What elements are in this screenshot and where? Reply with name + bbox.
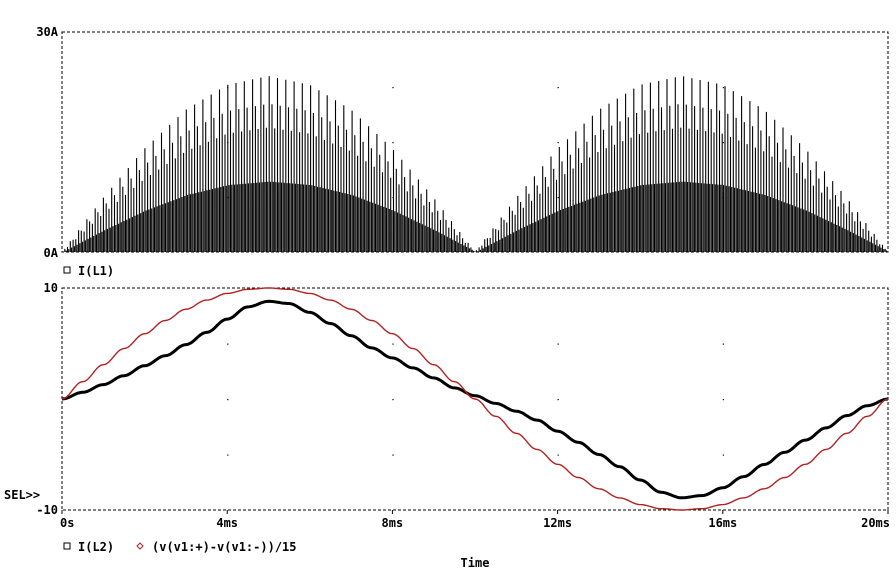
top-plot-frame — [61, 31, 889, 253]
x-tick-label: 16ms — [708, 516, 737, 530]
bottom-plot-panel[interactable]: 10 -10 SEL>> 0s 4ms 8ms 12ms 16ms 20ms I(L2) … — [4, 281, 890, 570]
grid-dot — [722, 343, 724, 345]
bottom-grid-dots — [227, 343, 724, 456]
grid-dot — [227, 343, 229, 345]
grid-dot — [557, 87, 559, 89]
top-legend[interactable]: I(L1) — [63, 264, 114, 278]
grid-dot — [557, 454, 559, 456]
top-ytick-max-label: 30A — [36, 25, 58, 39]
x-axis-ticks: 0s 4ms 8ms 12ms 16ms 20ms — [60, 510, 890, 530]
grid-dot — [722, 87, 724, 89]
series-i-l2-line — [61, 299, 889, 500]
grid-dot — [392, 343, 394, 345]
x-tick-label: 8ms — [382, 516, 404, 530]
top-grid-dots — [227, 87, 724, 199]
grid-dot — [557, 399, 559, 401]
bottom-ytick-max-label: 10 — [44, 281, 58, 295]
square-marker-icon — [63, 542, 71, 550]
x-tick-label: 0s — [60, 516, 74, 530]
selected-plot-marker[interactable]: SEL>> — [4, 488, 40, 502]
grid-dot — [557, 343, 559, 345]
top-ytick-min-label: 0A — [44, 246, 59, 260]
diamond-marker-icon — [136, 542, 144, 550]
x-axis-label: Time — [461, 556, 490, 570]
x-tick-label: 20ms — [861, 516, 890, 530]
grid-dot — [227, 454, 229, 456]
bottom-ytick-min-label: -10 — [36, 503, 58, 517]
grid-dot — [722, 142, 724, 144]
bottom-legend-series2-label[interactable]: (v(v1:+)-v(v1:-))/15 — [152, 540, 297, 554]
grid-dot — [722, 399, 724, 401]
top-plot-panel[interactable]: 30A 0A I(L1) — [36, 25, 889, 278]
grid-dot — [392, 87, 394, 89]
top-series-group — [64, 76, 888, 252]
series-v1-scaled-line — [61, 287, 889, 511]
bottom-legend[interactable]: I(L2) (v(v1:+)-v(v1:-))/15 — [63, 540, 297, 554]
series-i-l1-line — [64, 76, 888, 252]
grid-dot — [557, 142, 559, 144]
x-tick-label: 12ms — [543, 516, 572, 530]
bottom-legend-series1-label[interactable]: I(L2) — [78, 540, 114, 554]
x-tick-label: 4ms — [216, 516, 238, 530]
grid-dot — [227, 399, 229, 401]
grid-dot — [557, 197, 559, 199]
grid-dot — [392, 142, 394, 144]
top-legend-series-label[interactable]: I(L1) — [78, 264, 114, 278]
grid-dot — [392, 399, 394, 401]
grid-dot — [722, 454, 724, 456]
bottom-series-group — [61, 287, 889, 511]
square-marker-icon — [63, 266, 71, 274]
grid-dot — [392, 454, 394, 456]
